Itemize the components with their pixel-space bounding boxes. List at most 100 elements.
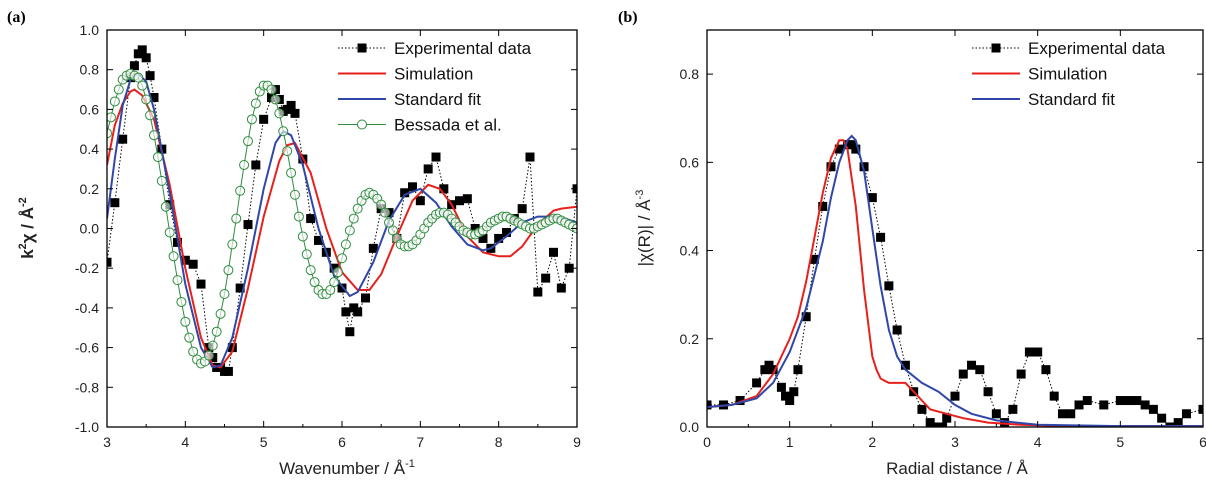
data-point — [900, 360, 910, 370]
data-point — [892, 325, 902, 335]
data-point — [172, 275, 183, 286]
legend-label: Standard fit — [394, 90, 481, 109]
data-point — [1124, 396, 1134, 406]
y-axis-title-b: |χ(R)| / Å-3 — [634, 190, 654, 267]
data-point — [376, 199, 387, 210]
data-point — [227, 239, 238, 250]
data-point — [290, 108, 300, 118]
data-point — [164, 227, 175, 238]
data-point — [223, 265, 234, 276]
data-point — [325, 285, 336, 296]
data-point — [735, 396, 745, 406]
data-point — [223, 366, 233, 376]
data-point — [337, 253, 347, 264]
data-point — [1016, 369, 1026, 379]
legend-item: Simulation — [338, 65, 473, 84]
legend-item: Bessada et al. — [338, 116, 502, 135]
data-point — [1008, 404, 1018, 414]
data-point — [107, 257, 112, 267]
data-point — [793, 365, 803, 375]
plot-area-b — [707, 134, 1203, 427]
data-point — [938, 422, 948, 427]
x-tick-label: 8 — [495, 434, 503, 450]
series-line — [707, 139, 1203, 427]
x-axis-title-a: Wavenumber / Å-1 — [279, 458, 415, 478]
chart-panel-b: (b) 0 1 2 3 4 5 6 0.0 0.2 0.4 0.6 0.8 Radial distan… — [618, 9, 1206, 478]
series-simulation — [707, 139, 1203, 427]
data-point — [867, 193, 877, 203]
data-point — [1041, 365, 1051, 375]
y-tick-label: 0.8 — [680, 66, 700, 82]
data-point — [415, 196, 425, 206]
x-tick-label: 3 — [103, 434, 111, 450]
data-point — [286, 100, 296, 110]
data-point — [180, 255, 190, 265]
y-tick-label: 0.2 — [80, 181, 100, 197]
ticks-a: 3 4 5 6 7 8 9 -1.0 -0.8 -0.6 -0.4 -0.2 0.0 0.2 0.4 0.6 0… — [75, 22, 581, 450]
data-point — [925, 418, 935, 427]
data-point — [184, 332, 195, 343]
data-point — [967, 360, 977, 370]
y-tick-label: 1.0 — [80, 22, 100, 38]
legend-label: Simulation — [1028, 65, 1107, 84]
data-point — [107, 128, 112, 139]
data-point — [1115, 396, 1125, 406]
data-point — [333, 267, 344, 278]
series-line — [707, 134, 1203, 427]
data-point — [188, 259, 198, 269]
x-tick-label: 5 — [260, 434, 268, 450]
data-point — [278, 126, 289, 137]
data-point — [707, 400, 712, 410]
data-point — [152, 152, 163, 163]
data-point — [297, 231, 308, 242]
data-point — [341, 307, 351, 317]
data-point — [1173, 418, 1183, 427]
data-point — [884, 281, 894, 291]
panel-label-a: (a) — [7, 9, 26, 26]
legend-label: Experimental data — [394, 39, 532, 58]
data-point — [361, 293, 370, 303]
y-tick-label: 0.6 — [80, 101, 100, 117]
data-point — [203, 350, 214, 361]
legend-item: Standard fit — [338, 90, 481, 109]
data-point — [282, 146, 293, 157]
legend-label: Experimental data — [1028, 39, 1166, 58]
data-point — [1140, 400, 1150, 410]
data-point — [439, 184, 449, 194]
y-tick-label: 0.8 — [80, 62, 100, 78]
data-point — [431, 152, 441, 162]
data-point — [215, 308, 226, 319]
legend-marker — [991, 43, 1001, 53]
data-point — [243, 220, 253, 230]
data-point — [141, 53, 151, 63]
ticks-b: 0 1 2 3 4 5 6 0.0 0.2 0.4 0.6 0.8 — [680, 30, 1206, 450]
legend-label: Standard fit — [1028, 90, 1115, 109]
y-tick-label: -1.0 — [75, 419, 99, 435]
data-point — [145, 110, 156, 121]
data-point — [176, 296, 187, 307]
data-point — [776, 382, 786, 392]
data-point — [133, 72, 144, 83]
data-point — [235, 185, 246, 196]
data-point — [408, 182, 417, 192]
data-point — [305, 265, 316, 276]
data-point — [1148, 404, 1158, 414]
data-point — [1049, 391, 1059, 401]
y-tick-label: 0.6 — [680, 154, 700, 170]
data-point — [211, 326, 222, 337]
x-tick-label: 5 — [1116, 434, 1124, 450]
data-point — [180, 316, 191, 327]
data-point — [851, 144, 861, 154]
data-point — [137, 45, 147, 55]
data-point — [286, 167, 297, 178]
data-point — [942, 413, 952, 423]
data-point — [196, 279, 206, 289]
data-point — [251, 160, 261, 170]
data-point — [809, 254, 819, 264]
legend-item: Simulation — [972, 65, 1107, 84]
data-point — [239, 159, 250, 170]
data-point — [246, 114, 257, 125]
data-point — [107, 112, 116, 123]
data-point — [207, 340, 218, 351]
data-point — [149, 92, 159, 102]
